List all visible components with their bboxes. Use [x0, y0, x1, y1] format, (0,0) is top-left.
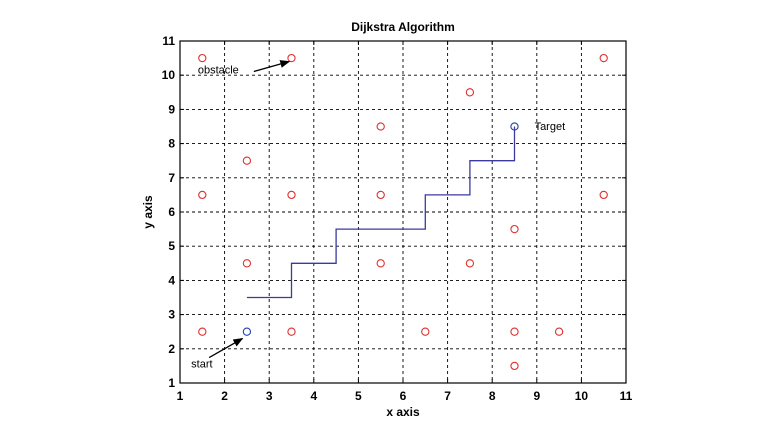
- x-tick-label: 7: [444, 389, 451, 403]
- obstacle-point: [242, 156, 252, 165]
- obstacle-point: [376, 190, 385, 200]
- obstacle-point: [198, 53, 207, 63]
- obstacle-point: [599, 190, 608, 200]
- endpoint-point: [242, 327, 252, 336]
- annotation-obstacle-label: obstacle: [198, 64, 239, 76]
- annotation-start-arrow: [208, 337, 244, 359]
- obstacle-point: [510, 361, 519, 371]
- y-tick-label: 9: [168, 102, 175, 116]
- x-tick-label: 9: [533, 389, 540, 403]
- y-tick-label: 3: [168, 308, 175, 322]
- y-tick-label: 8: [168, 137, 175, 151]
- y-tick-label: 7: [168, 171, 175, 185]
- x-axis-label: x axis: [386, 405, 420, 419]
- grid-layer: [180, 41, 626, 383]
- y-tick-label: 1: [168, 376, 175, 390]
- obstacle-point: [510, 327, 519, 336]
- x-tick-label: 6: [400, 389, 407, 403]
- x-tick-label: 5: [355, 389, 362, 403]
- x-tick-label: 4: [310, 389, 317, 403]
- obstacle-point: [376, 259, 385, 268]
- obstacle-point: [465, 259, 475, 268]
- annotation-layer: obstacle Target start: [191, 60, 566, 371]
- y-tick-label: 4: [168, 273, 175, 287]
- obstacle-point: [198, 327, 207, 336]
- annotation-target-label: Target: [535, 121, 566, 133]
- y-axis-label: y axis: [141, 195, 155, 229]
- obstacle-point: [287, 327, 296, 336]
- x-tick-label: 2: [221, 389, 228, 403]
- y-tick-label: 2: [168, 342, 175, 356]
- y-tick-label: 11: [162, 34, 175, 48]
- obstacle-point: [198, 190, 207, 200]
- x-tick-label: 3: [266, 389, 273, 403]
- obstacle-point: [376, 122, 385, 131]
- obstacle-point: [421, 327, 430, 336]
- x-tick-label: 10: [575, 389, 589, 403]
- obstacle-point: [599, 53, 608, 63]
- obstacle-point: [287, 190, 296, 200]
- obstacle-point: [465, 88, 475, 97]
- obstacle-point: [554, 327, 564, 336]
- y-tick-label: 6: [168, 205, 175, 219]
- series-layer: [198, 53, 608, 371]
- y-tick-label: 10: [162, 68, 176, 82]
- annotation-obstacle-arrow: [253, 60, 291, 73]
- obstacle-point: [287, 53, 296, 63]
- obstacle-point: [510, 224, 519, 234]
- x-tick-label: 1: [177, 389, 184, 403]
- annotation-start-label: start: [191, 359, 212, 371]
- y-tick-label: 5: [168, 239, 175, 253]
- x-tick-label: 11: [620, 389, 633, 403]
- obstacle-point: [242, 259, 252, 268]
- x-tick-label: 8: [489, 389, 496, 403]
- path-line: [246, 126, 516, 299]
- chart-title: Dijkstra Algorithm: [351, 20, 455, 34]
- plot-frame: [179, 40, 627, 384]
